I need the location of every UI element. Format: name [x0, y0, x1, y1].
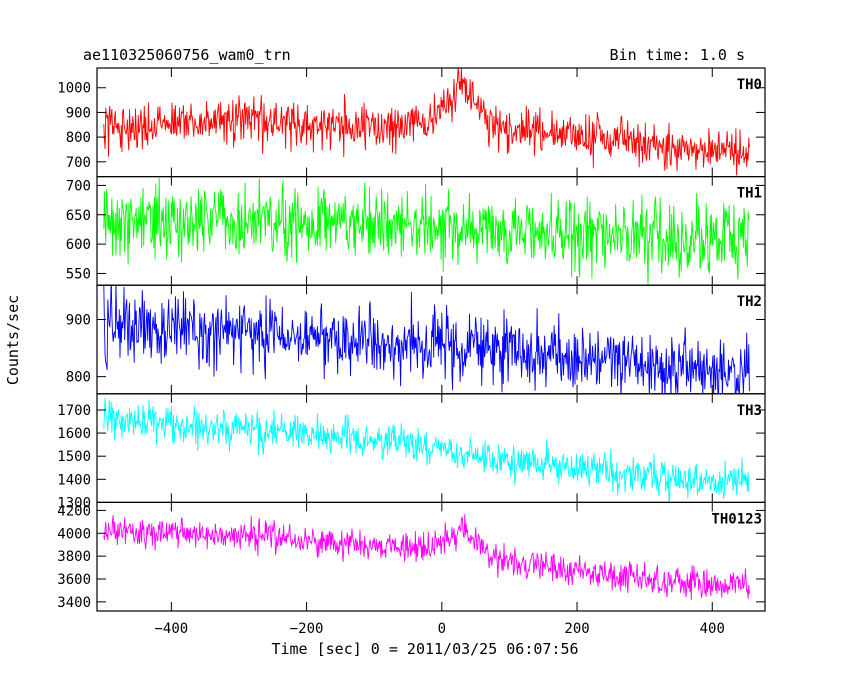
panel-frame: [96, 393, 766, 503]
panel-label: TH2: [737, 294, 762, 310]
y-tick-label: 1000: [57, 81, 91, 97]
panel-th0123: 3400 3600 3800 4000 4200 TH0123: [57, 501, 766, 612]
y-tick-label: 1600: [57, 426, 91, 442]
panel-th2: 800 900 TH2: [66, 284, 766, 395]
y-tick-label: 1400: [57, 472, 91, 488]
y-axis-label: Counts/sec: [4, 295, 22, 385]
panels-group: 700 800 900 1000 TH0 550 600 650 700 TH1 800 900 TH2…: [57, 67, 766, 612]
y-tick-label: 600: [66, 237, 91, 253]
y-tick-label: 1500: [57, 449, 91, 465]
panel-th1: 550 600 650 700 TH1: [66, 176, 766, 286]
chart-title: ae110325060756_wam0_trn: [83, 46, 291, 64]
x-axis-label: Time [sec] 0 = 2011/03/25 06:07:56: [271, 640, 578, 658]
panel-label: TH1: [737, 186, 762, 202]
y-tick-label: 900: [66, 312, 91, 328]
y-tick-label: 4200: [57, 503, 91, 519]
series-line-th2: [103, 285, 750, 394]
y-tick-label: 700: [66, 178, 91, 194]
panel-label: TH0: [737, 77, 762, 93]
x-tick-label: 0: [438, 621, 446, 637]
y-tick-label: 700: [66, 155, 91, 171]
y-tick-label: 3400: [57, 595, 91, 611]
panel-label: TH0123: [711, 511, 762, 527]
y-tick-label: 1300: [57, 495, 91, 511]
y-tick-label: 800: [66, 370, 91, 386]
series-line-th0123: [103, 514, 750, 600]
x-tick-label: 200: [564, 621, 589, 637]
series-line-th0: [103, 68, 750, 176]
panel-frame: [96, 501, 766, 612]
panel-th0: 700 800 900 1000 TH0: [57, 67, 766, 178]
bin-time-label: Bin time: 1.0 s: [610, 46, 745, 64]
panel-label: TH3: [737, 403, 762, 419]
series-line-th3: [103, 398, 750, 503]
series-line-th1: [103, 177, 750, 286]
x-tick-label: −200: [290, 621, 324, 637]
y-tick-label: 3800: [57, 549, 91, 565]
x-axis-ticks: −400 −200 0 200 400: [155, 621, 725, 637]
y-tick-label: 650: [66, 208, 91, 224]
x-tick-label: 400: [700, 621, 725, 637]
panel-th3: 1300 1400 1500 1600 1700 TH3: [57, 393, 766, 511]
y-tick-label: 800: [66, 130, 91, 146]
y-tick-label: 3600: [57, 572, 91, 588]
x-tick-label: −400: [155, 621, 189, 637]
y-tick-label: 4000: [57, 526, 91, 542]
y-tick-label: 550: [66, 266, 91, 282]
y-tick-label: 900: [66, 105, 91, 121]
y-tick-label: 1700: [57, 403, 91, 419]
